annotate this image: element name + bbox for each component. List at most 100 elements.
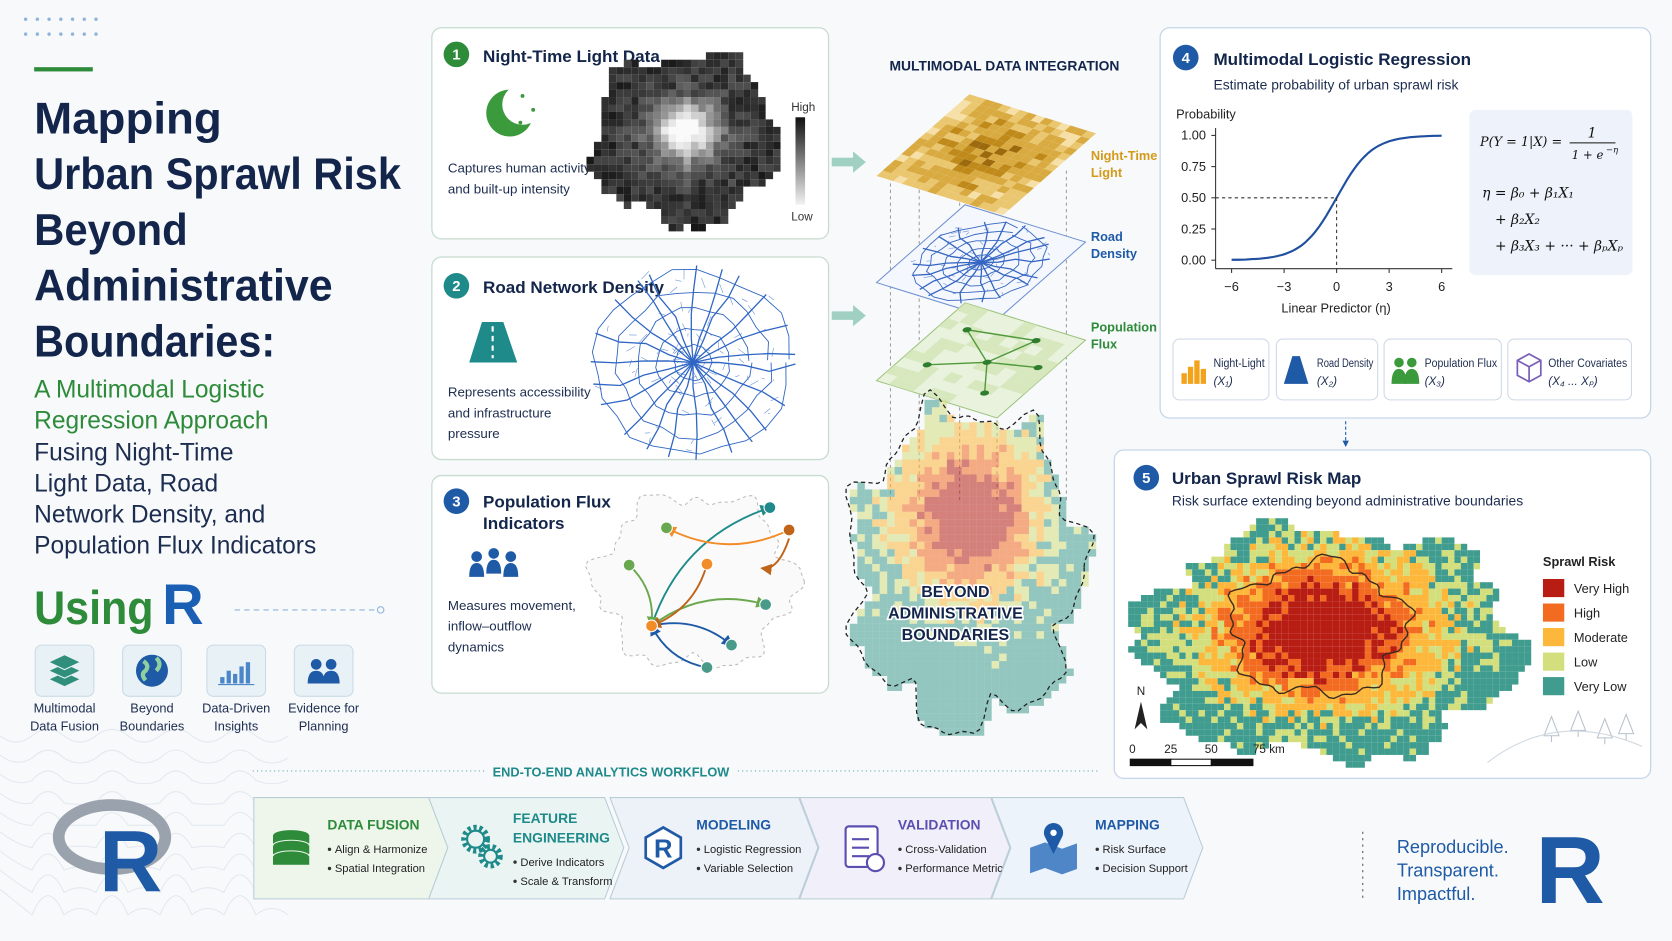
subtitle-line: A Multimodal Logistic [34, 377, 264, 404]
risk-cell [1326, 697, 1333, 704]
layer-cell [908, 172, 923, 181]
blob-cell [1006, 683, 1015, 691]
risk-cell [1390, 588, 1397, 595]
layer-cell [1029, 166, 1045, 175]
blob-cell [984, 511, 992, 520]
workflow-title: END-TO-END ANALYTICS WORKFLOW [493, 764, 731, 779]
light-cell [720, 179, 729, 187]
risk-cell [1332, 710, 1340, 717]
blob-cell [999, 534, 1007, 542]
blob-cell [1006, 564, 1015, 572]
risk-cell [1428, 601, 1436, 608]
light-cell [638, 149, 647, 157]
risk-cell [1224, 684, 1231, 691]
risk-cell [1185, 710, 1193, 717]
risk-cell [1268, 703, 1276, 711]
minor-road [951, 231, 958, 235]
risk-cell [1448, 684, 1455, 691]
light-cell [608, 104, 617, 112]
risk-cell [1352, 550, 1359, 557]
layer-cell [909, 372, 931, 385]
risk-cell [1422, 537, 1429, 544]
risk-cell [1211, 729, 1218, 736]
risk-cell [1320, 742, 1327, 749]
risk-cell [1217, 575, 1225, 583]
light-cell [728, 156, 736, 165]
risk-cell [1326, 594, 1333, 602]
blob-cell [857, 549, 865, 557]
light-cell [661, 111, 669, 120]
risk-cell [1313, 588, 1321, 595]
blob-cell [924, 690, 932, 699]
blob-cell [1081, 549, 1089, 557]
risk-cell [1512, 633, 1519, 640]
minor-road [707, 316, 711, 325]
risk-cell [1268, 665, 1276, 672]
formula-text: + β₃X₃ + ··· + βₚXₚ [1495, 239, 1623, 255]
blob-cell [969, 698, 977, 706]
blob-cell [1014, 705, 1022, 714]
light-cell [690, 201, 699, 209]
layer-cell [891, 167, 906, 176]
risk-cell [1473, 614, 1481, 621]
risk-cell [1339, 607, 1346, 615]
light-cell [735, 97, 744, 105]
risk-cell [1416, 639, 1423, 647]
risk-cell [1204, 575, 1212, 583]
blob-cell [939, 616, 947, 624]
risk-cell [1294, 710, 1301, 717]
light-cell [690, 164, 699, 172]
blob-cell [879, 623, 888, 632]
risk-cell [1160, 588, 1167, 595]
risk-cell [1275, 594, 1282, 602]
layer-cell [1012, 131, 1027, 140]
minor-road [691, 440, 693, 444]
risk-cell [1236, 748, 1244, 755]
risk-cell [1313, 550, 1321, 557]
risk-cell [1384, 614, 1391, 621]
risk-cell [1300, 550, 1308, 557]
light-cell [713, 67, 721, 75]
connector-end [376, 606, 385, 614]
light-cell [690, 104, 699, 112]
light-cell [735, 179, 744, 187]
blob-cell [879, 616, 888, 624]
risk-cell [1256, 742, 1263, 749]
risk-cell [1172, 614, 1180, 621]
risk-cell [1384, 620, 1391, 627]
risk-cell [1275, 620, 1282, 627]
blob-cell [1058, 616, 1067, 624]
step-item: Logistic Regression [704, 844, 802, 856]
light-cell [638, 104, 647, 112]
blob-cell [999, 601, 1007, 609]
blob-cell [931, 683, 940, 691]
layer-flow [927, 349, 987, 378]
risk-cell [1243, 607, 1250, 615]
risk-cell [1300, 575, 1308, 583]
risk-cell [1288, 556, 1295, 564]
blob-cell [999, 638, 1007, 647]
risk-cell [1396, 748, 1404, 755]
blob-cell [1021, 698, 1029, 706]
blob-cell [849, 489, 858, 497]
risk-cell [1198, 735, 1205, 743]
blob-cell [1028, 683, 1037, 691]
blob-cell [857, 608, 865, 617]
risk-cell [1281, 601, 1289, 608]
risk-cell [1217, 569, 1225, 576]
risk-cell [1505, 652, 1513, 659]
blob-cell [1036, 422, 1044, 430]
light-cell [631, 74, 639, 83]
risk-cell [1320, 550, 1327, 557]
risk-cell [1371, 588, 1378, 595]
risk-cell [1243, 710, 1250, 717]
workflow-step [609, 797, 819, 900]
risk-cell [1179, 626, 1186, 634]
risk-cell [1224, 703, 1231, 711]
light-cell [728, 52, 736, 60]
minor-road [981, 261, 984, 263]
risk-cell [1192, 588, 1199, 595]
risk-cell [1352, 729, 1359, 736]
risk-cell [1339, 665, 1346, 672]
light-cell [698, 164, 706, 172]
